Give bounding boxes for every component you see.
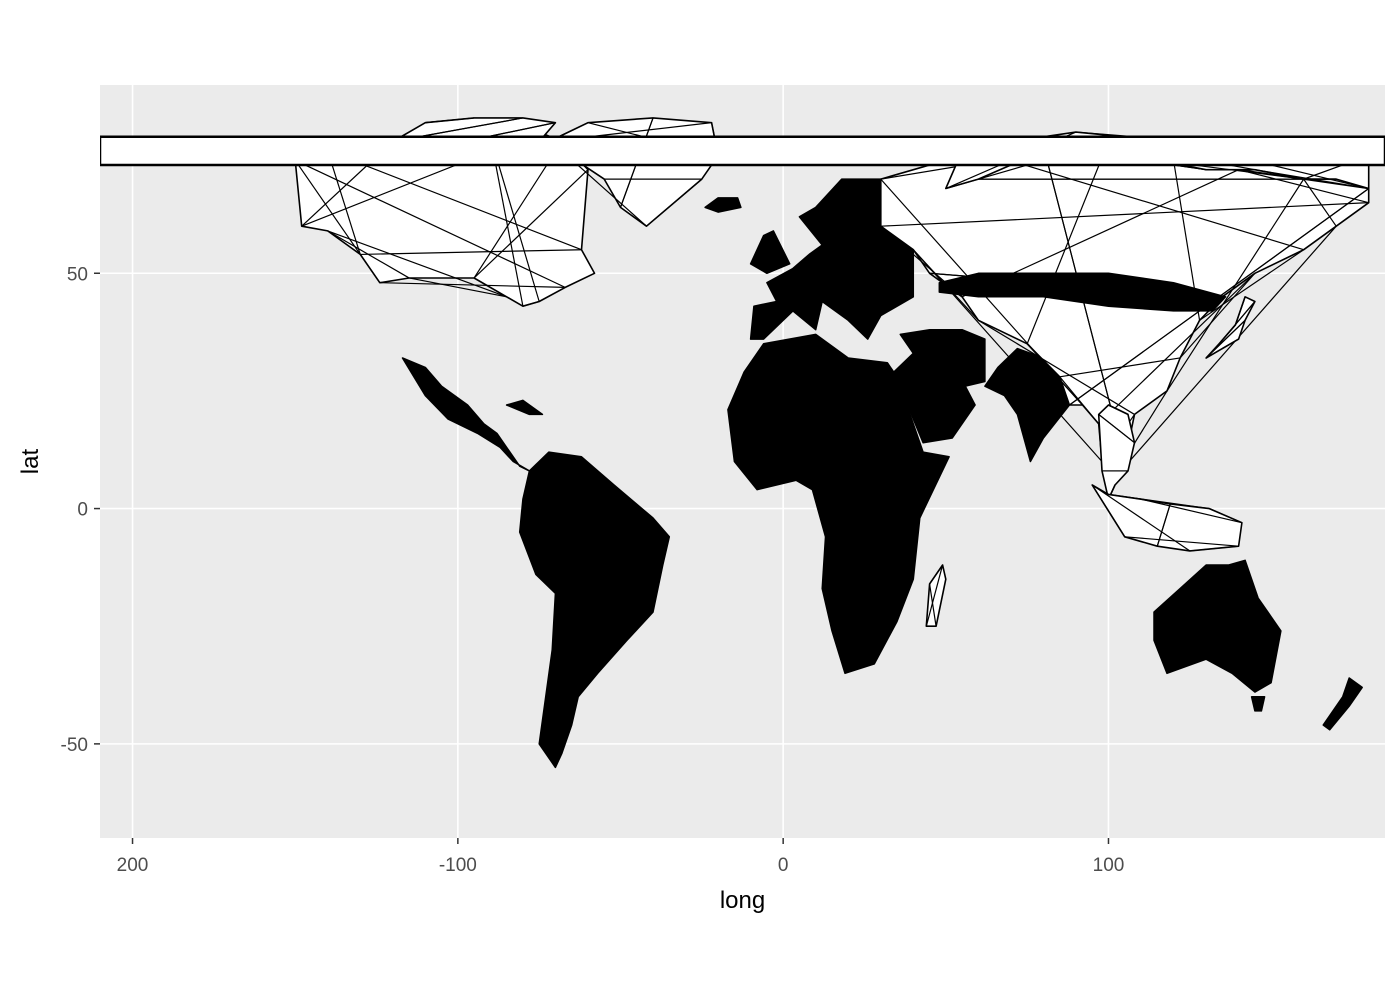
region-cuba: [505, 399, 544, 416]
y-tick-label: -50: [61, 735, 88, 756]
x-axis-title: long: [720, 887, 765, 914]
region-central-america: [401, 357, 531, 472]
artifact-line-north-america: [327, 230, 507, 298]
x-tick-label: 200: [117, 855, 149, 876]
artifact-line-indonesia: [1209, 508, 1243, 524]
artifact-line-madagascar: [925, 564, 944, 627]
artifact-line-asia-mainland: [978, 150, 1304, 251]
artifact-line-indonesia: [1156, 503, 1171, 547]
artifact-line-arctic-islands: [425, 117, 475, 124]
artifact-line-southeast-asia: [1098, 413, 1135, 444]
artifact-line-asia-mainland: [1059, 376, 1100, 425]
artifact-line-southeast-asia: [1108, 404, 1129, 415]
artifact-line-asia-mainland: [1098, 272, 1256, 425]
artifact-line-indonesia: [1140, 498, 1242, 524]
map-regions: [100, 117, 1385, 769]
artifact-line-greenland: [646, 178, 703, 227]
region-wrap-artifact-band: [100, 135, 1385, 167]
artifact-line-north-america: [294, 159, 566, 288]
artifact-line-madagascar: [929, 564, 944, 585]
artifact-line-north-america: [294, 159, 381, 284]
region-tasmania: [1250, 696, 1266, 712]
artifact-line-indonesia: [1091, 484, 1126, 538]
artifact-line-russia-north-coast: [1254, 169, 1369, 190]
artifact-line-asia-mainland: [1059, 357, 1181, 378]
artifact-line-asia-mainland: [1303, 178, 1337, 227]
region-south-america: [518, 451, 671, 769]
artifact-line-north-america: [473, 169, 589, 279]
y-tick-label: 50: [67, 264, 88, 285]
artifact-line-indonesia: [1124, 536, 1239, 547]
artifact-line-indonesia: [1091, 484, 1191, 552]
artifact-line-north-america: [408, 277, 507, 298]
artifact-line-asia-mainland: [1199, 249, 1305, 321]
artifact-line-north-america: [360, 249, 582, 256]
region-iceland: [704, 197, 742, 213]
x-tick-label: 100: [1093, 855, 1125, 876]
artifact-line-asia-mainland: [1026, 343, 1083, 406]
region-middle-east-iran: [899, 328, 986, 387]
region-australia: [1153, 559, 1282, 693]
region-british-isles: [749, 230, 791, 275]
artifact-line-asia-mainland: [1179, 272, 1256, 359]
y-tick-label: 0: [77, 500, 88, 521]
region-central-asia-band: [938, 272, 1227, 312]
axis-ticks: 200 -100 0 100 50 0 -50: [61, 264, 1125, 876]
artifact-line-north-america: [327, 230, 410, 279]
artifact-line-north-america: [327, 150, 361, 255]
artifact-line-indonesia: [1189, 545, 1239, 552]
artifact-line-indonesia: [1108, 493, 1210, 510]
x-tick-label: 0: [778, 855, 789, 876]
artifact-line-japan: [1205, 319, 1246, 359]
artifact-line-north-america: [522, 300, 540, 307]
artifact-line-japan: [1222, 338, 1239, 350]
artifact-line-asia-mainland: [1108, 225, 1337, 486]
x-tick-label: -100: [439, 855, 477, 876]
artifact-line-north-america: [327, 150, 582, 251]
artifact-line-japan: [1218, 301, 1256, 345]
y-axis-title: lat: [17, 449, 44, 475]
artifact-line-asia-mainland: [1238, 169, 1369, 204]
artifact-line-japan: [1234, 296, 1246, 326]
artifact-line-madagascar: [928, 583, 937, 627]
artifact-line-asia-mainland: [880, 202, 1369, 227]
region-africa: [727, 333, 950, 675]
region-new-zealand: [1322, 677, 1363, 731]
